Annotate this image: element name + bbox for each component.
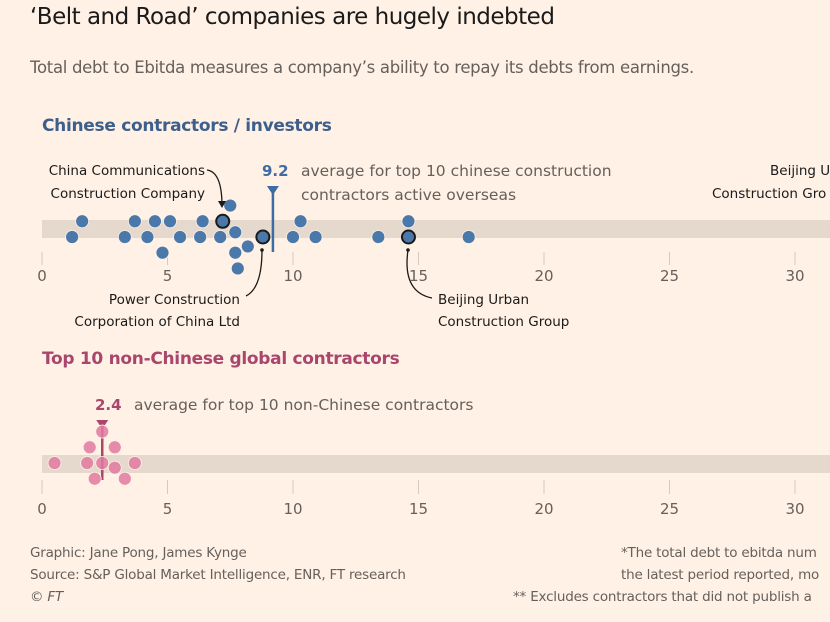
data-point <box>193 230 208 244</box>
data-point <box>173 230 187 244</box>
annotation-cccc-1: China Communications <box>49 163 205 179</box>
dots-chinese <box>65 198 476 276</box>
average-text-chinese-1: average for top 10 chinese construction <box>301 162 612 180</box>
panel-chinese: 0 5 10 15 20 25 30 9.2 average for top 10 chin… <box>37 162 830 330</box>
data-point <box>461 230 476 244</box>
footer-note2: ** Excludes contractors that did not pub… <box>513 589 812 605</box>
annotation-powerchina-1: Power Construction <box>109 292 240 308</box>
band-non-chinese <box>42 455 830 473</box>
x-tick-label-non-chinese: 30 <box>785 500 804 518</box>
leader-powerchina <box>245 249 263 297</box>
data-point-highlighted <box>255 229 271 245</box>
average-text-non-chinese: average for top 10 non-Chinese contracto… <box>134 396 473 414</box>
data-point <box>195 214 210 229</box>
footer-graphic: Graphic: Jane Pong, James Kynge <box>30 545 247 561</box>
data-point <box>95 456 110 470</box>
x-tick-label-non-chinese: 10 <box>283 500 302 518</box>
data-point <box>117 471 132 486</box>
annotation-cccc-2: Construction Company <box>51 186 205 202</box>
x-tick-label-non-chinese: 25 <box>660 500 679 518</box>
data-point <box>223 198 238 213</box>
data-point <box>107 460 122 475</box>
leader-dot-bucg <box>406 248 410 252</box>
data-point <box>107 440 122 455</box>
data-point <box>230 261 245 276</box>
data-point <box>213 230 228 244</box>
footer-credits: Graphic: Jane Pong, James Kynge Source: … <box>30 542 406 608</box>
chart-subtitle: Total debt to Ebitda measures a company’… <box>30 58 694 77</box>
section-title-non-chinese: Top 10 non-Chinese global contractors <box>42 349 400 369</box>
footer-note1-line2: the latest period reported, mo <box>621 567 820 583</box>
dots-non-chinese <box>47 424 142 486</box>
section-title-chinese: Chinese contractors / investors <box>42 116 332 136</box>
data-point <box>155 245 170 260</box>
chart-title: ‘Belt and Road’ companies are hugely ind… <box>30 4 555 30</box>
x-tick-label-non-chinese: 15 <box>409 500 428 518</box>
footer-notes: *The total debt to ebitda num the latest… <box>513 542 819 608</box>
data-point <box>148 214 162 229</box>
data-point <box>75 214 90 229</box>
data-point <box>127 456 142 470</box>
leader-cccc <box>206 169 223 207</box>
data-point <box>80 456 95 470</box>
average-value-non-chinese: 2.4 <box>95 396 122 414</box>
data-point <box>140 230 155 244</box>
average-triangle-non-chinese <box>96 420 109 429</box>
data-point <box>308 230 323 244</box>
data-point <box>286 230 300 244</box>
data-point <box>117 230 132 244</box>
footer-copyright: © FT <box>30 589 64 605</box>
panel-non-chinese: 0 5 10 15 20 25 30 2.4 average for top 10 non-… <box>37 396 830 518</box>
x-tick-label-non-chinese: 20 <box>534 500 553 518</box>
annotation-bucg-right-2: Construction Gro <box>712 186 826 202</box>
annotation-bucg-2: Construction Group <box>438 314 569 330</box>
x-tick-label-chinese: 0 <box>37 267 47 285</box>
average-value-chinese: 9.2 <box>262 162 289 180</box>
arrowhead-cccc <box>218 201 226 208</box>
data-point <box>240 239 255 254</box>
x-tick-label-chinese: 15 <box>409 267 428 285</box>
x-tick-label-chinese: 10 <box>283 267 302 285</box>
data-point <box>228 245 243 260</box>
data-point-highlighted <box>400 229 416 245</box>
data-point <box>65 230 80 244</box>
footer-source: Source: S&P Global Market Intelligence, … <box>30 567 406 583</box>
average-marker-chinese <box>266 186 279 252</box>
average-text-chinese-2: contractors active overseas <box>301 186 516 204</box>
x-axis-non-chinese: 0 5 10 15 20 25 30 <box>37 480 805 518</box>
leader-bucg <box>406 249 433 299</box>
footer-note1-line1: *The total debt to ebitda num <box>621 545 817 561</box>
x-tick-label-chinese: 30 <box>785 267 804 285</box>
x-tick-label-chinese: 5 <box>163 267 173 285</box>
x-tick-label-chinese: 20 <box>534 267 553 285</box>
x-axis-chinese: 0 5 10 15 20 25 30 <box>37 252 805 285</box>
x-tick-label-non-chinese: 5 <box>163 500 173 518</box>
data-point <box>293 214 308 229</box>
annotation-powerchina-2: Corporation of China Ltd <box>74 314 240 330</box>
data-point <box>127 214 142 229</box>
annotation-bucg-right-1: Beijing U <box>770 163 830 179</box>
data-point <box>82 440 97 455</box>
data-point <box>47 456 62 470</box>
average-triangle-chinese <box>266 186 279 195</box>
data-point <box>228 225 243 240</box>
x-tick-label-non-chinese: 0 <box>37 500 47 518</box>
data-point <box>401 214 416 229</box>
data-point-highlighted <box>215 213 231 229</box>
x-tick-label-chinese: 25 <box>660 267 679 285</box>
leader-dot-powerchina <box>260 248 264 252</box>
data-point <box>371 230 386 244</box>
data-point <box>95 424 110 439</box>
data-point <box>87 471 102 486</box>
annotation-bucg-1: Beijing Urban <box>438 292 529 308</box>
data-point <box>163 214 177 229</box>
